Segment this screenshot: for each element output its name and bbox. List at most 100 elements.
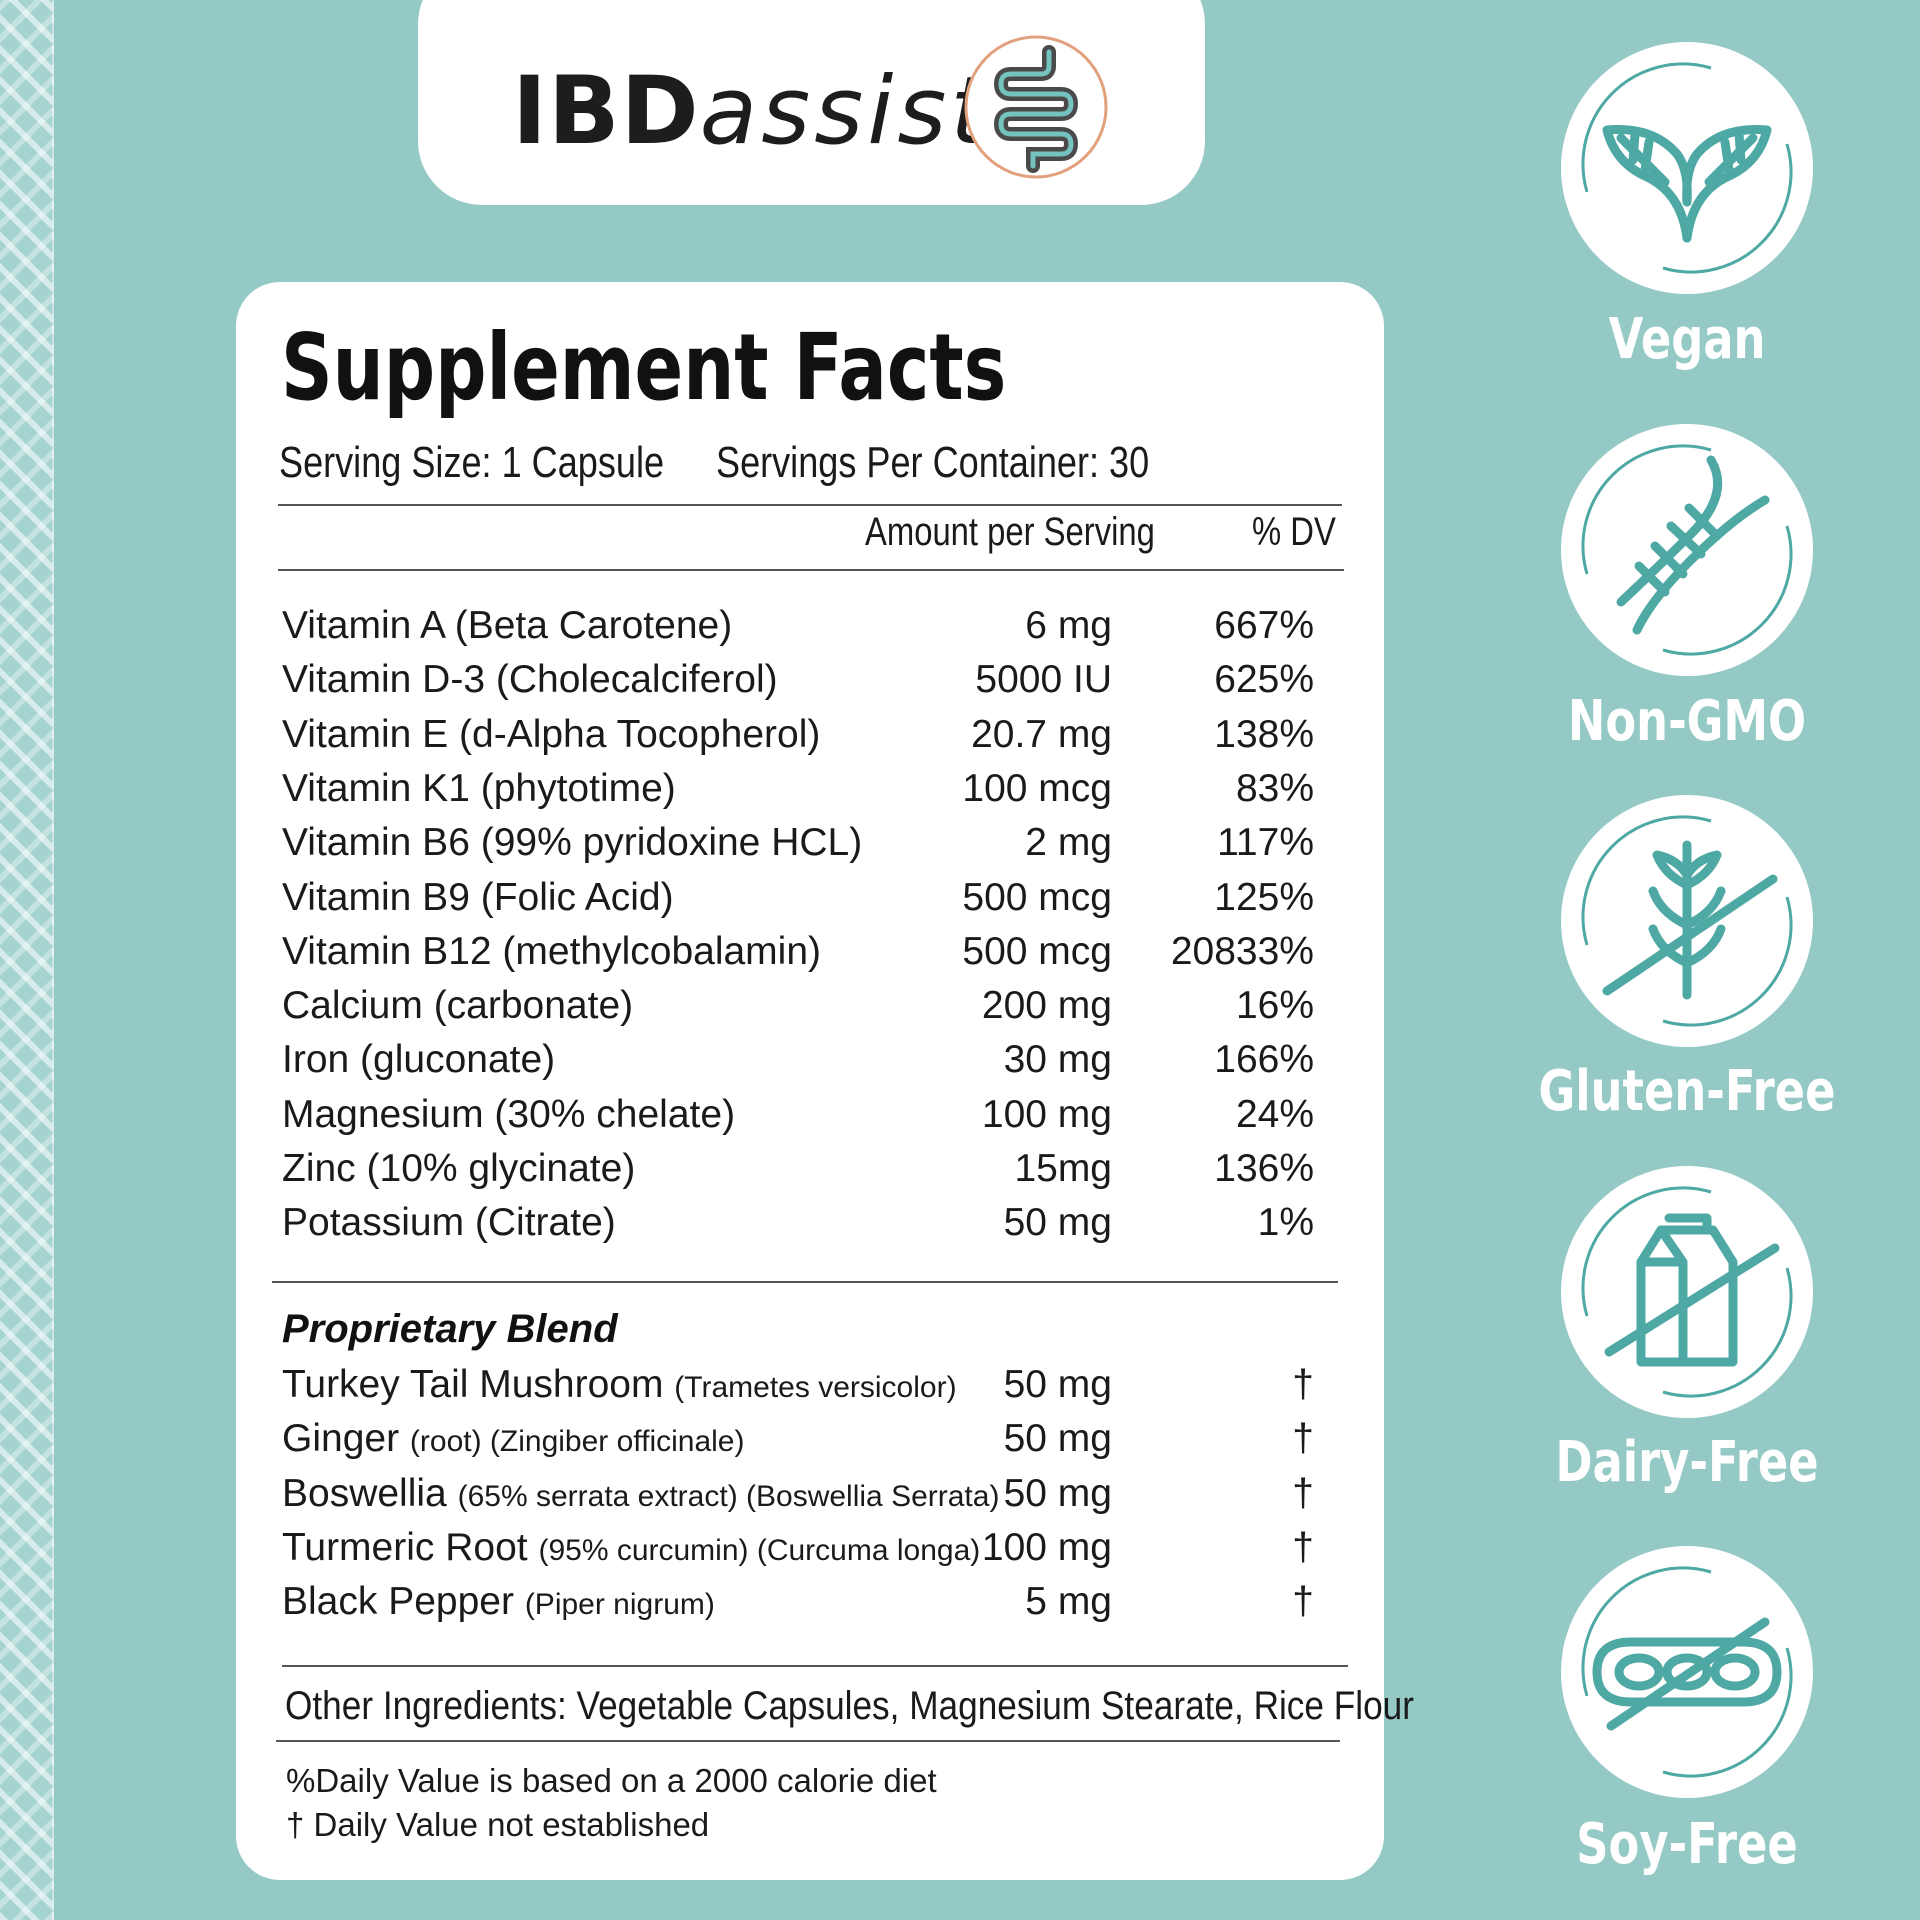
nutrient-amount: 30 mg (1003, 1038, 1112, 1082)
gluten-free-badge (1561, 795, 1813, 1047)
blend-ingredient-name: Turkey Tail Mushroom (282, 1363, 664, 1406)
non-gmo-badge (1561, 424, 1813, 676)
blend-ingredient: Turkey Tail Mushroom (Trametes versicolo… (282, 1358, 957, 1415)
blend-ingredient: Boswellia (65% serrata extract) (Boswell… (282, 1467, 999, 1524)
column-header-dv: % DV (1252, 510, 1336, 554)
nutrient-dv: 20833% (1170, 929, 1314, 973)
nutrient-amount: 20.7 mg (971, 712, 1112, 756)
nutrient-name: Iron (gluconate) (282, 1038, 556, 1082)
supplement-facts-card (236, 282, 1384, 1880)
nutrient-amount: 100 mg (981, 1092, 1112, 1136)
nutrient-row: Iron (gluconate) 30 mg 166% (282, 1033, 1332, 1087)
nutrient-row: Vitamin B9 (Folic Acid) 500 mcg 125% (282, 871, 1332, 925)
nutrient-row: Potassium (Citrate) 50 mg 1% (282, 1196, 1332, 1250)
blend-amount: 100 mg (981, 1525, 1112, 1569)
footnote-dagger: † Daily Value not established (286, 1806, 710, 1843)
wheat-crossed-icon (1581, 815, 1793, 1027)
nutrient-name: Calcium (carbonate) (282, 984, 634, 1028)
nutrient-row: Zinc (10% glycinate) 15mg 136% (282, 1142, 1332, 1196)
nutrient-row: Magnesium (30% chelate) 100 mg 24% (282, 1088, 1332, 1142)
nutrient-row: Vitamin D-3 (Cholecalciferol) 5000 IU 625% (282, 653, 1332, 707)
blend-amount: 50 mg (1003, 1417, 1112, 1461)
blend-row: Ginger (root) (Zingiber officinale) 50 mg… (282, 1412, 1332, 1466)
footnote-daily-value: %Daily Value is based on a 2000 calorie … (286, 1762, 937, 1799)
intestine-icon (964, 35, 1108, 179)
column-header-amount: Amount per Serving (865, 510, 1155, 554)
divider (276, 1740, 1340, 1742)
blend-amount: 50 mg (1003, 1471, 1112, 1515)
nutrient-row: Vitamin B12 (methylcobalamin) 500 mcg 2083… (282, 925, 1332, 979)
nutrient-dv: 125% (1214, 875, 1314, 919)
nutrient-dv: 136% (1214, 1147, 1314, 1190)
blend-ingredient-detail: (Piper nigrum) (524, 1588, 715, 1622)
nutrient-row: Calcium (carbonate) 200 mg 16% (282, 979, 1332, 1033)
brand-logo-text: IBDassist (512, 52, 991, 172)
divider (272, 1281, 1338, 1283)
nutrient-name: Vitamin D-3 (Cholecalciferol) (282, 658, 778, 702)
divider (278, 504, 1342, 506)
blend-ingredient-name: Black Pepper (282, 1580, 514, 1624)
nutrient-amount: 6 mg (1025, 604, 1112, 647)
vegan-badge (1561, 42, 1813, 294)
nutrient-name: Vitamin E (d-Alpha Tocopherol) (282, 712, 821, 756)
blend-row: Turmeric Root (95% curcumin) (Curcuma lo… (282, 1521, 1332, 1575)
nutrient-dv: 83% (1235, 766, 1314, 810)
nutrient-dv: 24% (1235, 1092, 1314, 1136)
nutrient-dv: 117% (1217, 821, 1314, 865)
blend-title: Proprietary Blend (282, 1307, 618, 1351)
blend-dv: † (1292, 1471, 1314, 1515)
divider (278, 569, 1344, 571)
blend-dv: † (1292, 1363, 1314, 1406)
leaf-icon (1581, 62, 1793, 274)
blend-ingredient-detail: (65% serrata extract) (Boswellia Serrata… (457, 1479, 1000, 1513)
dna-icon (1581, 444, 1793, 656)
servings-per-container: Servings Per Container: 30 (716, 438, 1150, 487)
blend-ingredient-name: Boswellia (282, 1471, 447, 1515)
nutrient-row: Vitamin K1 (phytotime) 100 mcg 83% (282, 762, 1332, 816)
blend-row: Boswellia (65% serrata extract) (Boswell… (282, 1467, 1332, 1521)
soy-crossed-icon (1581, 1566, 1793, 1778)
nutrient-amount: 15mg (1014, 1147, 1112, 1190)
blend-ingredient-name: Ginger (282, 1417, 400, 1461)
nutrient-amount: 5000 IU (975, 658, 1112, 702)
blend-amount: 50 mg (1003, 1363, 1112, 1406)
nutrient-row: Vitamin A (Beta Carotene) 6 mg 667% (282, 599, 1332, 653)
nutrient-dv: 166% (1214, 1038, 1314, 1082)
nutrient-dv: 1% (1257, 1201, 1314, 1245)
other-ingredients: Other Ingredients: Vegetable Capsules, M… (285, 1684, 1414, 1728)
nutrient-amount: 50 mg (1003, 1201, 1112, 1245)
brand-bold: IBD (512, 57, 700, 166)
blend-ingredient: Turmeric Root (95% curcumin) (Curcuma lo… (282, 1521, 980, 1578)
blend-dv: † (1292, 1580, 1314, 1624)
nutrient-amount: 100 mcg (962, 766, 1112, 810)
blend-ingredient: Black Pepper (Piper nigrum) (282, 1575, 715, 1632)
nutrient-name: Vitamin B9 (Folic Acid) (282, 875, 674, 919)
blend-row: Turkey Tail Mushroom (Trametes versicolo… (282, 1358, 1332, 1412)
blend-dv: † (1292, 1417, 1314, 1461)
blend-ingredient-name: Turmeric Root (282, 1525, 528, 1569)
blend-ingredient-detail: (root) (Zingiber officinale) (409, 1425, 745, 1459)
soy-free-badge (1561, 1546, 1813, 1798)
blend-row: Black Pepper (Piper nigrum) 5 mg † (282, 1575, 1332, 1629)
dairy-free-badge (1561, 1166, 1813, 1418)
nutrient-name: Zinc (10% glycinate) (282, 1147, 636, 1190)
nutrient-name: Vitamin A (Beta Carotene) (282, 604, 733, 647)
decorative-pattern-strip (0, 0, 54, 1920)
nutrient-name: Vitamin B6 (99% pyridoxine HCL) (282, 821, 863, 865)
divider (282, 1665, 1348, 1667)
blend-ingredient: Ginger (root) (Zingiber officinale) (282, 1412, 744, 1469)
nutrient-amount: 500 mcg (962, 929, 1112, 973)
serving-size: Serving Size: 1 Capsule (279, 438, 665, 487)
blend-amount: 5 mg (1025, 1580, 1112, 1624)
nutrient-amount: 2 mg (1025, 821, 1112, 865)
nutrient-name: Vitamin K1 (phytotime) (282, 766, 676, 810)
nutrient-row: Vitamin E (d-Alpha Tocopherol) 20.7 mg 138… (282, 708, 1332, 762)
badge-label-gluten-free: Gluten-Free (1538, 1059, 1836, 1124)
nutrient-amount: 500 mcg (962, 875, 1112, 919)
blend-dv: † (1292, 1525, 1314, 1569)
nutrient-amount: 200 mg (981, 984, 1112, 1028)
nutrient-dv: 667% (1214, 604, 1314, 647)
blend-ingredient-detail: (Trametes versicolor) (674, 1371, 957, 1404)
nutrient-name: Magnesium (30% chelate) (282, 1092, 736, 1136)
blend-ingredient-detail: (95% curcumin) (Curcuma longa) (538, 1533, 981, 1567)
